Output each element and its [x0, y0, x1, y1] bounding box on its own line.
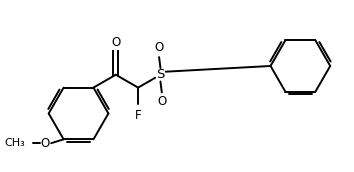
Text: O: O: [154, 41, 164, 54]
Text: O: O: [111, 36, 120, 49]
Text: O: O: [157, 95, 166, 108]
Text: S: S: [156, 68, 165, 81]
Text: O: O: [40, 137, 50, 150]
Text: F: F: [135, 109, 142, 122]
Text: CH₃: CH₃: [4, 138, 25, 148]
